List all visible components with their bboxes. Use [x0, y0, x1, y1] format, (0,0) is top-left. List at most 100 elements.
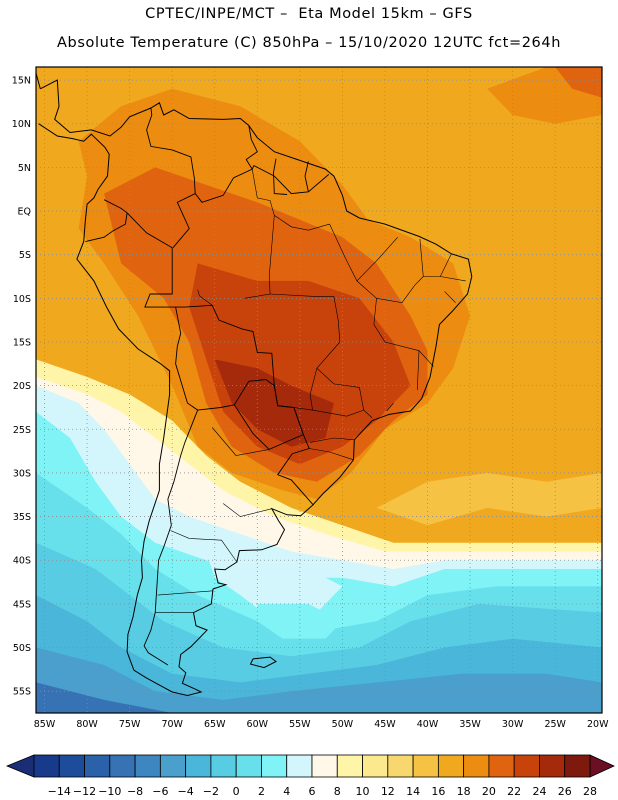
- colorbar-swatch: [159, 754, 187, 778]
- colorbar: −14 −12 −10 −8 −6 −4 −2 0 2 4 6 8 10 12 14 16 18 20 22 24 26…: [5, 754, 615, 798]
- state-border: [157, 590, 214, 596]
- colorbar-swatch: [362, 754, 389, 778]
- latitude-label: EQ: [18, 207, 31, 218]
- colorbar-label: 0: [233, 785, 240, 798]
- state-border: [356, 237, 398, 282]
- country-border: [233, 379, 304, 450]
- colorbar-swatch: [235, 754, 262, 778]
- colorbar-label: −2: [203, 785, 219, 798]
- latitude-label: 25S: [13, 425, 31, 436]
- latitude-label: 10S: [13, 294, 31, 305]
- colorbar-label: 6: [309, 785, 316, 798]
- temperature-field-region: [36, 647, 602, 713]
- colorbar-swatch: [58, 754, 85, 778]
- coastline-segment: [249, 656, 277, 669]
- latitude-label: 5N: [18, 163, 31, 174]
- colorbar-label: 8: [334, 785, 341, 798]
- state-border: [251, 169, 275, 216]
- colorbar-swatch: [33, 754, 60, 778]
- colorbar-high-arrow: [589, 754, 615, 778]
- country-border: [197, 404, 235, 411]
- country-border: [103, 199, 199, 666]
- colorbar-label: −14: [48, 785, 71, 798]
- colorbar-swatch: [336, 754, 363, 778]
- longitude-label: 50W: [332, 719, 354, 730]
- state-border: [310, 437, 355, 443]
- colorbar-label: 12: [381, 785, 395, 798]
- latitude-label: 35S: [13, 512, 31, 523]
- colorbar-swatch: [539, 754, 566, 778]
- state-border: [223, 503, 272, 517]
- colorbar-swatch: [84, 754, 111, 778]
- colorbar-swatch: [387, 754, 414, 778]
- temperature-field-region: [214, 359, 334, 447]
- colorbar-swatch: [564, 754, 591, 778]
- state-border: [197, 289, 213, 306]
- state-border: [244, 215, 275, 299]
- colorbar-label: −6: [152, 785, 168, 798]
- colorbar-swatch: [134, 754, 161, 778]
- state-border: [376, 238, 424, 304]
- latitude-label: 50S: [13, 643, 31, 654]
- colorbar-swatch: [261, 754, 288, 778]
- state-border: [170, 530, 238, 563]
- country-border: [304, 161, 309, 192]
- longitude-label: 70W: [161, 719, 183, 730]
- state-border: [309, 448, 354, 461]
- colorbar-label: 24: [532, 785, 546, 798]
- colorbar-swatch: [185, 754, 212, 778]
- state-border: [440, 276, 466, 282]
- colorbar-low-arrow: [5, 754, 35, 778]
- state-border: [386, 402, 394, 412]
- colorbar-label: −4: [178, 785, 194, 798]
- colorbar-label: −8: [127, 785, 143, 798]
- longitude-label: 30W: [502, 719, 524, 730]
- latitude-label: 55S: [13, 687, 31, 698]
- colorbar-label: 16: [431, 785, 445, 798]
- colorbar-label: 26: [558, 785, 572, 798]
- latitude-label: 40S: [13, 556, 31, 567]
- latitude-label: 15S: [13, 337, 31, 348]
- temperature-field-region: [36, 682, 173, 713]
- latitude-label: 15N: [12, 76, 31, 87]
- colorbar-label: 4: [283, 785, 290, 798]
- colorbar-swatch: [412, 754, 439, 778]
- colorbar-swatch: [286, 754, 313, 778]
- country-border: [146, 107, 196, 194]
- colorbar-swatch: [488, 754, 515, 778]
- colorbar-label: 28: [583, 785, 597, 798]
- colorbar-swatch: [463, 754, 490, 778]
- country-border: [85, 212, 128, 243]
- coastline-segment: [36, 72, 41, 89]
- state-border: [373, 298, 434, 367]
- state-border: [417, 350, 420, 391]
- country-border: [245, 125, 258, 170]
- colorbar-label: 14: [406, 785, 420, 798]
- latitude-labels: 15N 10N 5N EQ 5S 10S 15S 20S 25S 30S 35S 40S 45S 50S 5…: [12, 76, 31, 698]
- state-border: [312, 409, 364, 417]
- colorbar-label: 20: [482, 785, 496, 798]
- longitude-label: 20W: [587, 719, 609, 730]
- longitude-label: 60W: [247, 719, 269, 730]
- colorbar-swatch: [437, 754, 465, 778]
- colorbar-swatch: [311, 754, 338, 778]
- colorbar-label: −12: [73, 785, 96, 798]
- latitude-label: 20S: [13, 381, 31, 392]
- latitude-label: 5S: [19, 250, 31, 261]
- temperature-field-region: [257, 603, 343, 639]
- longitude-label: 75W: [119, 719, 141, 730]
- chart-title-line1: CPTEC/INPE/MCT – Eta Model 15km – GFS: [145, 6, 473, 22]
- longitude-labels: 85W 80W 75W 70W 65W 60W 55W 50W 45W 40W 35W 30W 25W 2…: [34, 719, 609, 730]
- longitude-label: 65W: [204, 719, 226, 730]
- latitude-label: 10N: [12, 119, 31, 130]
- colorbar-label: 18: [457, 785, 471, 798]
- colorbar-label: 10: [356, 785, 370, 798]
- latitude-label: 45S: [13, 599, 31, 610]
- country-border: [273, 158, 288, 195]
- coastline: [36, 72, 473, 697]
- latitude-label: 30S: [13, 468, 31, 479]
- colorbar-swatch: [109, 754, 136, 778]
- map-frame: [35, 66, 603, 714]
- colorbar-swatch: [513, 754, 540, 778]
